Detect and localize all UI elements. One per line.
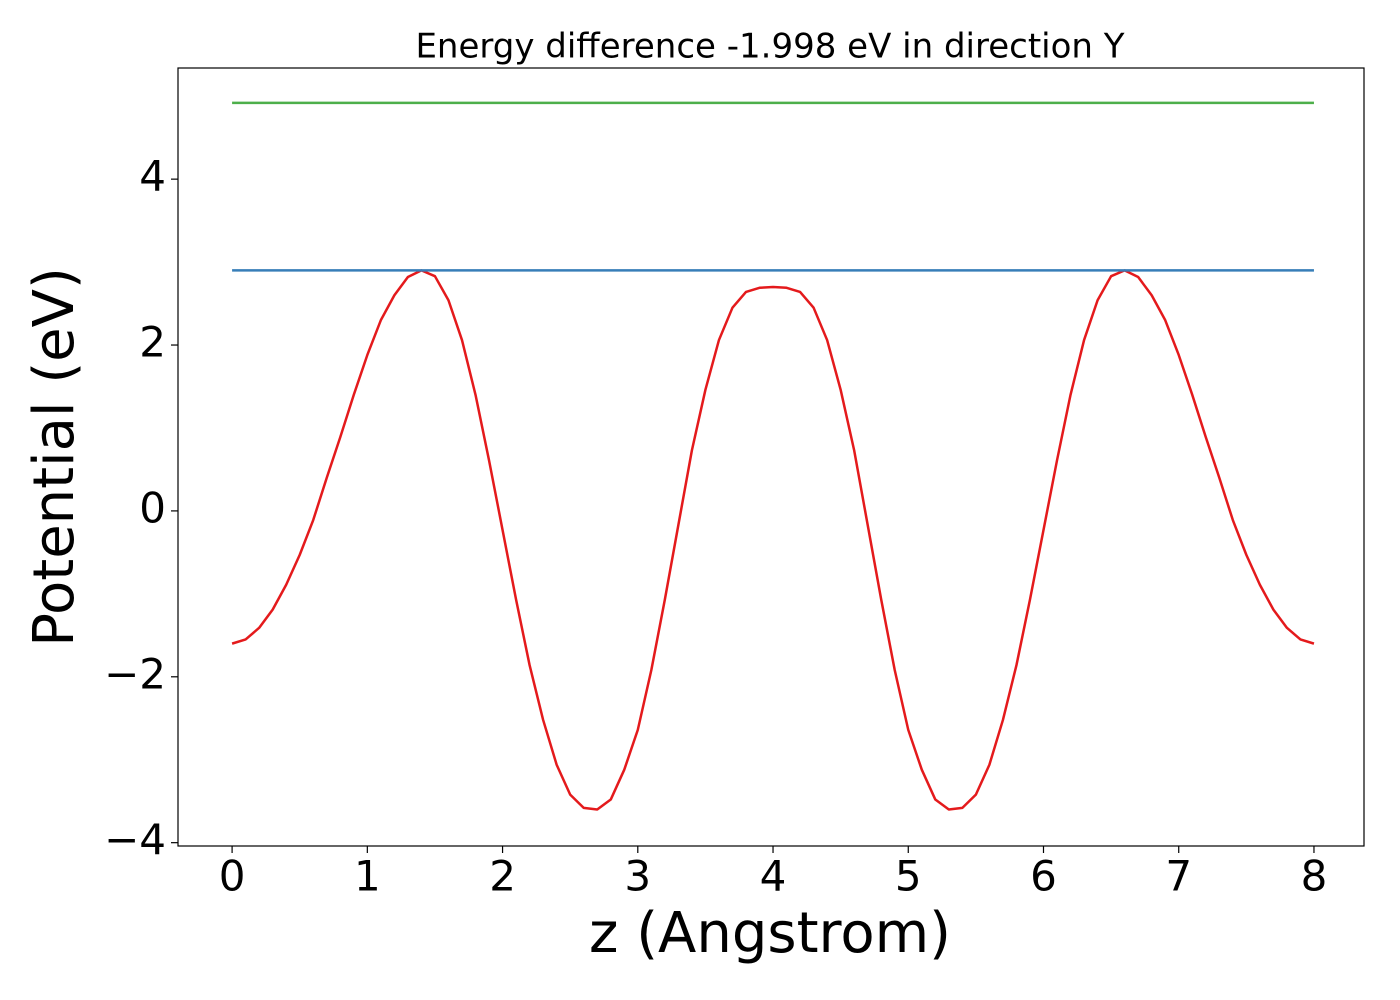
x-tick-label: 8 [1301,852,1328,901]
y-tick-label: −2 [104,649,166,698]
y-tick-label: −4 [104,815,166,864]
chart-title: Energy difference -1.998 eV in direction… [415,27,1124,67]
y-tick-label: 0 [139,483,166,532]
y-tick-label: 2 [139,318,166,367]
x-tick-label: 5 [895,852,922,901]
x-axis-label: z (Angstrom) [589,901,951,966]
x-tick-label: 7 [1165,852,1192,901]
x-tick-label: 4 [760,852,787,901]
x-tick-label: 2 [489,852,516,901]
y-axis-label: Potential (eV) [22,267,87,647]
x-tick-label: 3 [624,852,651,901]
y-tick-label: 4 [139,152,166,201]
x-tick-label: 0 [219,852,246,901]
series-line [231,269,1315,811]
x-tick-label: 6 [1030,852,1057,901]
plot-frame [177,67,1365,847]
x-tick-label: 1 [354,852,381,901]
